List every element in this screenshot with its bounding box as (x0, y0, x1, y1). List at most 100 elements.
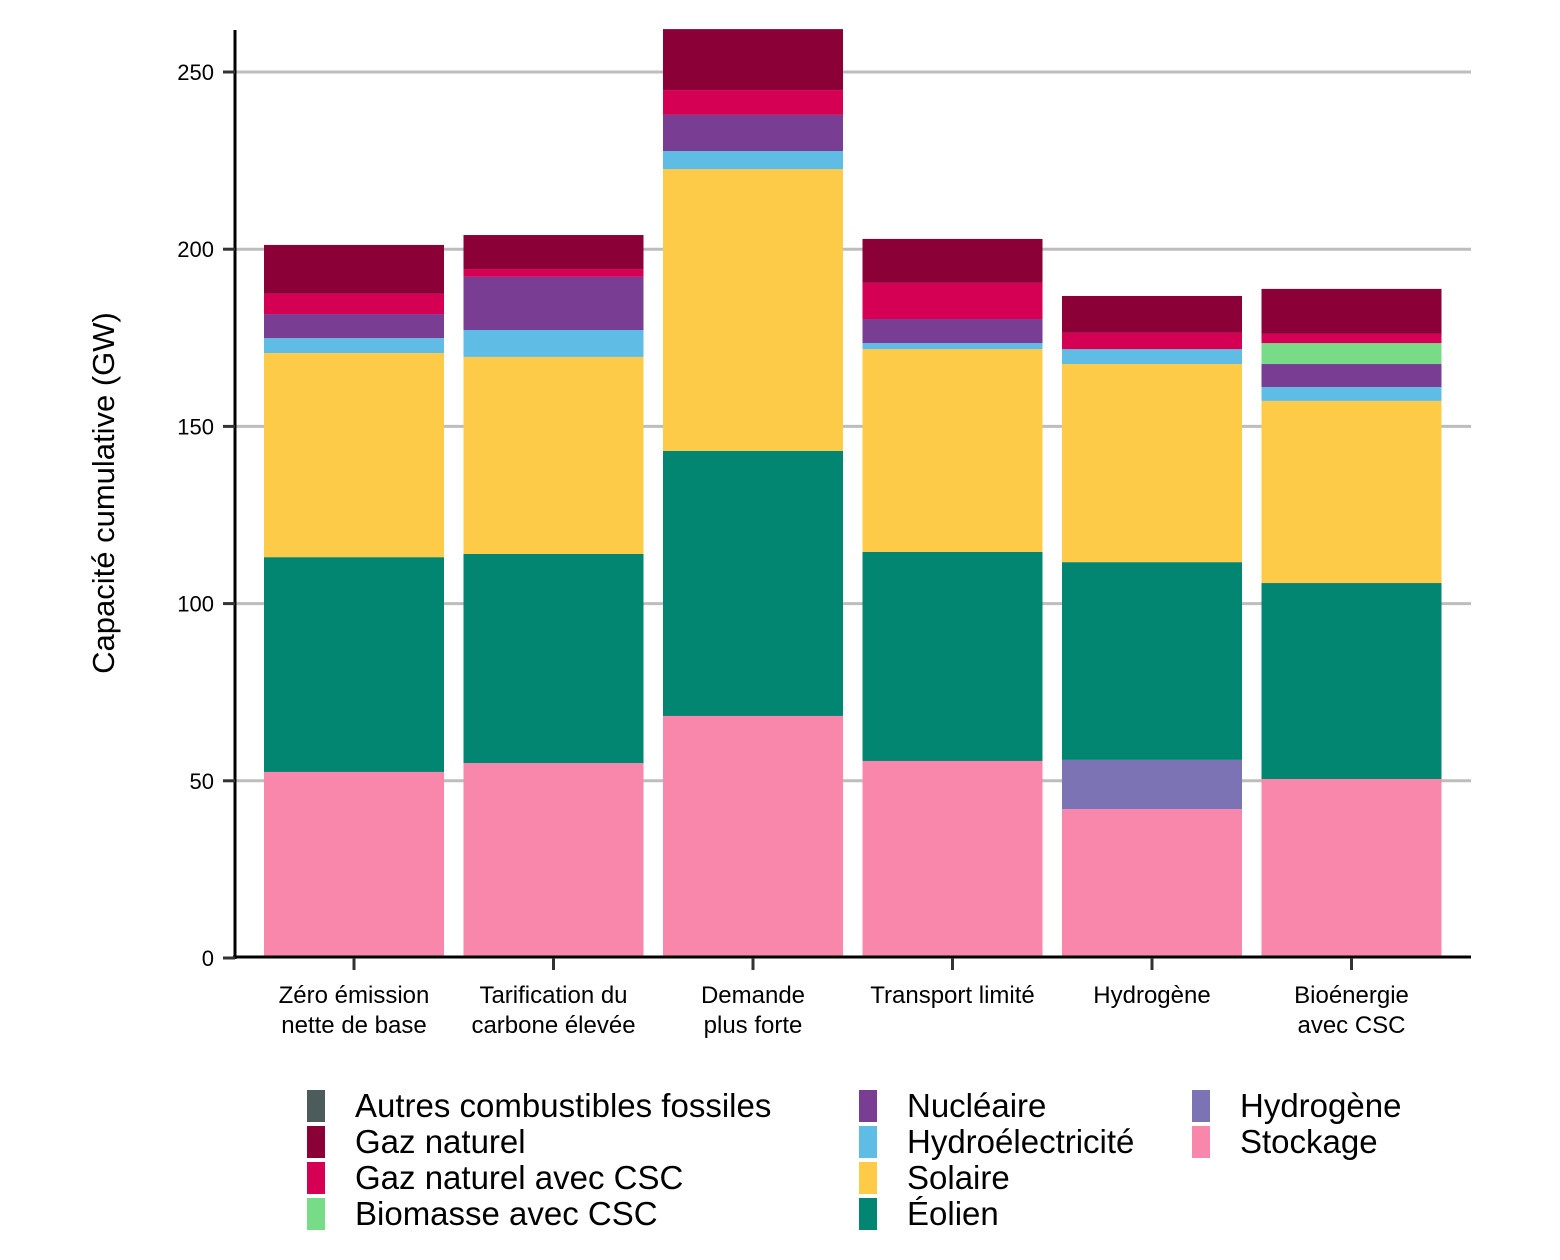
bar-stack (1261, 288, 1442, 958)
bar-segment (1261, 400, 1442, 584)
bars (264, 29, 1442, 958)
x-tick-label-line: Hydrogène (1093, 982, 1210, 1009)
bar-segment (1062, 364, 1242, 563)
stacked-bar-chart: 0 50 100 150 200 250 Zéro émission nette de ba… (86, 29, 1471, 1039)
legend-swatch (859, 1090, 877, 1122)
legend-label: Éolien (907, 1195, 999, 1232)
bar-segment (663, 90, 843, 115)
bar-stack (862, 238, 1043, 958)
bar-segment (862, 343, 1043, 350)
bar-segment (463, 269, 644, 277)
x-tick-label: Transport limité (870, 982, 1034, 1009)
bar-segment (1261, 364, 1442, 388)
legend-label: Nucléaire (907, 1087, 1047, 1124)
bar-segment (663, 114, 843, 152)
legend-item: Hydrogène (1192, 1088, 1401, 1124)
y-tick-label: 200 (177, 237, 214, 262)
x-tick-label-line: Zéro émission (279, 982, 430, 1009)
legend-item: Hydroélectricité (859, 1124, 1192, 1160)
x-tick-label-line: avec CSC (1297, 1012, 1405, 1039)
legend-swatch (1192, 1090, 1210, 1122)
legend-swatch (859, 1162, 877, 1194)
legend-swatch (1192, 1126, 1210, 1158)
legend-label: Solaire (907, 1159, 1010, 1196)
legend-swatch (307, 1162, 325, 1194)
legend-label: Autres combustibles fossiles (355, 1087, 772, 1124)
bar-segment (1062, 562, 1242, 760)
bar-stack (463, 235, 644, 958)
x-tick-label-line: Tarification du (479, 982, 627, 1009)
bar-stack (264, 244, 444, 958)
bar-segment (264, 314, 444, 339)
y-ticks: 0 50 100 150 200 250 (177, 60, 235, 971)
bar-segment (862, 349, 1043, 552)
bar-stack (663, 29, 843, 958)
bar-segment (463, 235, 644, 270)
x-tick-label: Bioénergie avec CSC (1294, 982, 1409, 1039)
legend-label: Hydroélectricité (907, 1123, 1135, 1160)
bar-segment (1261, 583, 1442, 780)
bar-segment (862, 551, 1043, 761)
bar-segment (463, 553, 644, 764)
x-tick-label-line: carbone élevée (471, 1012, 635, 1039)
y-tick-label: 150 (177, 414, 214, 439)
bar-segment (1261, 343, 1442, 365)
y-tick-label: 0 (202, 946, 214, 971)
x-tick-label-line: Transport limité (870, 982, 1034, 1009)
bar-segment (463, 276, 644, 331)
bar-segment (862, 282, 1043, 320)
x-tick-label-line: Demande (701, 982, 805, 1009)
x-tick-label: Zéro émission nette de base (279, 982, 430, 1039)
legend-item: Gaz naturel avec CSC (307, 1160, 859, 1196)
legend-item: Solaire (859, 1160, 1192, 1196)
legend-swatch (859, 1198, 877, 1230)
bar-segment (1261, 288, 1442, 334)
legend-label: Stockage (1240, 1123, 1378, 1160)
legend-item: Éolien (859, 1196, 1192, 1232)
legend-swatch (307, 1090, 325, 1122)
bar-segment (663, 450, 843, 716)
legend-item: Nucléaire (859, 1088, 1192, 1124)
bar-segment (1062, 809, 1242, 958)
legend-item: Stockage (1192, 1124, 1401, 1160)
x-tick-label: Demande plus forte (701, 982, 805, 1039)
bar-segment (264, 293, 444, 315)
bar-segment (1062, 332, 1242, 350)
bar-segment (463, 356, 644, 554)
legend-label: Biomasse avec CSC (355, 1195, 658, 1232)
bar-segment (264, 338, 444, 354)
legend-item: Gaz naturel (307, 1124, 859, 1160)
bar-segment (463, 330, 644, 357)
bar-segment (862, 319, 1043, 344)
x-tick-label-line: nette de base (281, 1012, 426, 1039)
bar-segment (663, 151, 843, 170)
y-tick-label: 50 (190, 769, 214, 794)
bar-segment (1062, 759, 1242, 810)
y-axis-label: Capacité cumulative (GW) (86, 312, 121, 674)
legend-item: Biomasse avec CSC (307, 1196, 859, 1232)
legend-swatch (307, 1126, 325, 1158)
bar-segment (463, 763, 644, 958)
legend-label: Gaz naturel avec CSC (355, 1159, 684, 1196)
bar-segment (264, 353, 444, 558)
bar-segment (1261, 333, 1442, 344)
bar-segment (1261, 387, 1442, 401)
bar-segment (663, 715, 843, 958)
axes (233, 30, 1471, 959)
bar-stack (1062, 295, 1242, 958)
legend-swatch (859, 1126, 877, 1158)
bar-segment (264, 557, 444, 772)
legend-label: Gaz naturel (355, 1123, 526, 1160)
x-tick-label-line: Bioénergie (1294, 982, 1409, 1009)
x-tick-label: Tarification du carbone élevée (471, 982, 635, 1039)
y-tick-label: 250 (177, 60, 214, 85)
x-tick-label: Hydrogène (1093, 982, 1210, 1009)
bar-segment (264, 244, 444, 294)
x-tick-label-line: plus forte (704, 1012, 803, 1039)
y-tick-label: 100 (177, 592, 214, 617)
bar-segment (1062, 349, 1242, 365)
bar-segment (1062, 295, 1242, 333)
bar-segment (862, 760, 1043, 958)
bar-segment (1261, 779, 1442, 958)
legend-label: Hydrogène (1240, 1087, 1402, 1124)
